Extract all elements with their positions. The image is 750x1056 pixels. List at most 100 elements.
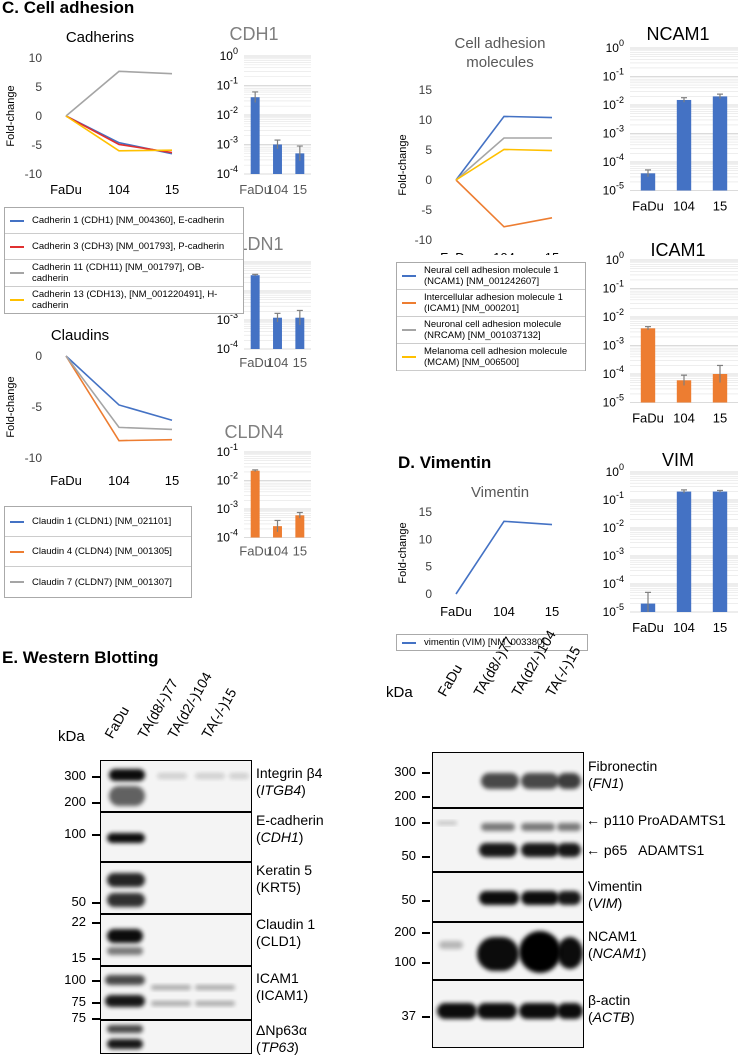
blot-band [107, 833, 145, 843]
blot-band [105, 995, 145, 1007]
ncam1-bar [640, 173, 656, 191]
cadherins-legend-entry: Cadherin 1 (CDH1) [NM_004360], E-cadheri… [5, 208, 243, 234]
ncam1-bar [676, 99, 692, 191]
mw-tick [422, 772, 430, 774]
cadherins-ytick: 0 [35, 109, 42, 123]
blot-band [151, 985, 191, 990]
mw-tick [422, 962, 430, 964]
cdh1-ytick: 10-4 [217, 164, 238, 181]
ncam1-ytick: 10-5 [603, 181, 624, 198]
ncam1-ytick: 10-1 [603, 67, 624, 84]
blot-band [439, 941, 463, 949]
blot-tp63 [100, 1020, 252, 1054]
cdh1-bar [250, 97, 260, 174]
mw-tick [92, 1002, 100, 1004]
blot-band [109, 786, 145, 806]
cams-ylabel: Fold-change [397, 134, 409, 195]
mw-marker: 100 [64, 826, 86, 841]
legend-label: Cadherin 13 (CDH13), [NM_001220491], H-c… [32, 289, 218, 311]
blot-right-4 [432, 980, 584, 1048]
cldn1-bar [273, 317, 282, 349]
ncam1-category-label: 104 [673, 199, 695, 214]
blot-icam1 [100, 966, 252, 1020]
cadherins-legend-entry: Cadherin 3 (CDH3) [NM_001793], P-cadheri… [5, 234, 243, 260]
section-d-title: D. Vimentin [398, 453, 492, 472]
legend-swatch [10, 520, 24, 523]
blot-band [157, 773, 187, 779]
blot-label-right: β-actin (ACTB) [588, 992, 635, 1025]
claudins-chart-title: Claudins [51, 327, 109, 344]
blot-gene-name: VIM [592, 895, 618, 911]
cadherins-ytick: -10 [25, 167, 43, 181]
blot-band [477, 937, 519, 971]
legend-swatch [10, 272, 24, 274]
ncam1-ytick: 10-3 [603, 124, 624, 141]
legend-label: Intercellular adhesion molecule 1 (ICAM1… [424, 292, 563, 314]
cldn4-ytick: 10-2 [217, 471, 238, 488]
legend-label: Cadherin 3 (CDH3) [NM_001793], P-cadheri… [32, 241, 225, 252]
vimentin-line-chart: Vimentin 15 10 5 0 Fold-change FaDu 104 15 [397, 484, 559, 619]
mw-marker: 22 [71, 914, 86, 929]
mw-marker: 100 [394, 814, 416, 829]
blot-protein-name: Integrin β4 [256, 765, 323, 781]
vim-category-label: 15 [713, 620, 727, 635]
blot-band [521, 773, 559, 789]
mw-tick [422, 822, 430, 824]
vim-ytick: 10-3 [603, 546, 624, 563]
cams-legend-entry: Melanoma cell adhesion molecule (MCAM) [… [397, 344, 585, 371]
vimentin-ytick: 15 [419, 505, 433, 519]
legend-swatch [402, 302, 416, 304]
blot-label-right: ← p110 ProADAMTS1 [586, 812, 726, 828]
cdh1-ytick: 10-3 [217, 135, 238, 152]
legend-label: Neural cell adhesion molecule 1 (NCAM1) … [424, 265, 559, 287]
cams-chart-title-line1: Cell adhesion [455, 35, 546, 52]
icam1-ytick: 10-5 [603, 393, 624, 410]
blot-itgb4 [100, 760, 252, 812]
ncam1-ytick: 10-4 [603, 152, 624, 169]
cldn4-ytick: 10-3 [217, 499, 238, 516]
vimentin-ytick: 0 [425, 587, 432, 601]
blot-band [519, 1003, 559, 1019]
vim-ytick: 10-1 [603, 490, 624, 507]
mw-marker: 100 [394, 954, 416, 969]
claudins-ytick: -10 [25, 451, 43, 465]
ncam1-ytick: 100 [606, 38, 624, 55]
cams-ytick: -5 [421, 203, 432, 217]
mw-tick [92, 776, 100, 778]
icam1-ytick: 10-2 [603, 307, 624, 324]
blot-band [481, 823, 515, 831]
blot-band [109, 769, 145, 781]
vim-category-label: 104 [673, 620, 695, 635]
blot-band [481, 773, 519, 789]
vim-category-label: FaDu [632, 620, 664, 635]
blot-label-right: Vimentin (VIM) [588, 878, 643, 911]
mw-tick [422, 932, 430, 934]
mw-marker: 75 [71, 994, 86, 1009]
blot-band [107, 893, 145, 907]
blot-band [521, 823, 555, 831]
legend-swatch [10, 581, 24, 583]
icam1-bar [676, 380, 692, 403]
icam1-bar [640, 328, 656, 403]
mw-marker: 15 [71, 950, 86, 965]
blot-protein-name: Claudin 1 [256, 916, 316, 932]
cadherins-ytick: -5 [31, 138, 42, 152]
mw-marker: 37 [401, 1008, 416, 1023]
vim-ytick: 100 [606, 462, 624, 479]
ncam1-category-label: FaDu [632, 199, 664, 214]
blot-band [105, 975, 145, 985]
claudins-legend: Claudin 1 (CLDN1) [NM_021101] Claudin 4 (… [4, 506, 192, 598]
blot-protein-name: β-actin [588, 992, 631, 1008]
icam1-ytick: 10-4 [603, 364, 624, 381]
mw-tick [92, 1018, 100, 1020]
blot-right-2 [432, 872, 584, 922]
mw-tick [422, 1016, 430, 1018]
mw-tick [92, 922, 100, 924]
blot-protein-name: Vimentin [588, 878, 643, 894]
blot-gene-name: TP63 [260, 1039, 295, 1055]
cadherins-category-label: FaDu [50, 182, 82, 197]
blot-band [229, 773, 249, 779]
vimentin-legend: vimentin (VIM) [NM_003380] [396, 634, 588, 651]
blot-gene-name: NCAM1 [592, 945, 642, 961]
cldn4-ytick: 10-4 [217, 528, 238, 545]
